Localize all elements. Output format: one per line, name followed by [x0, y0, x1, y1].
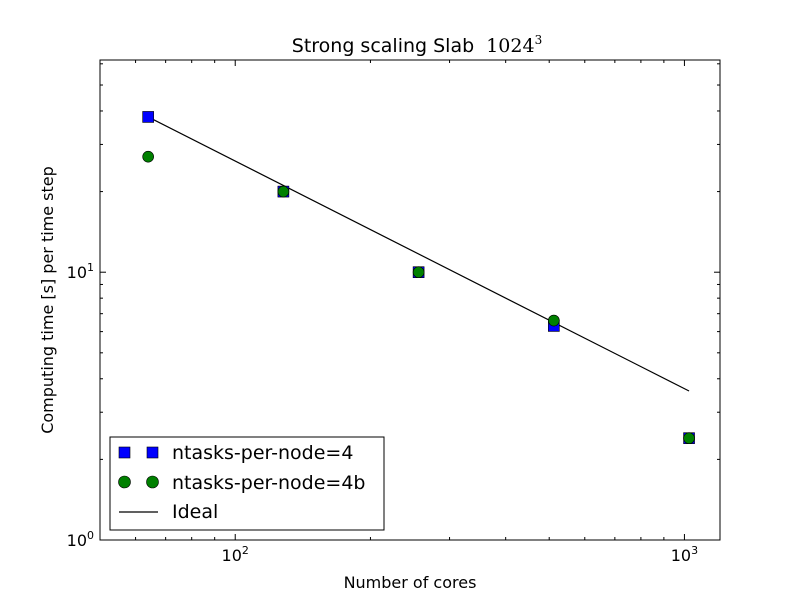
x-tick-label: 102 — [222, 544, 249, 565]
plot-frame — [99, 59, 721, 541]
data-point-circle — [548, 314, 560, 327]
y-tick-base: 10 — [67, 531, 87, 550]
x-tick-exp: 3 — [691, 544, 698, 557]
data-point-circle — [412, 266, 425, 279]
y-tick-label: 100 — [67, 529, 94, 550]
y-axis-label: Computing time [s] per time step — [38, 166, 57, 434]
x-tick-label: 103 — [671, 544, 698, 565]
x-tick-base: 10 — [222, 546, 242, 565]
legend-marker-circle — [118, 475, 131, 489]
series-layer — [142, 111, 695, 444]
legend-label-series-1: ntasks-per-node=4 — [172, 442, 353, 464]
x-axis-label: Number of cores — [344, 573, 477, 592]
y-tick-exp: 0 — [87, 529, 94, 542]
y-tick-exp: 1 — [87, 261, 94, 274]
legend-entry-series-1: ntasks-per-node=4 — [118, 442, 353, 464]
y-tick-base: 10 — [67, 263, 87, 282]
data-point-square — [142, 111, 154, 123]
legend-label-ideal: Ideal — [172, 501, 218, 523]
data-point-circle — [277, 185, 290, 198]
legend-entry-series-2: ntasks-per-node=4b — [118, 472, 365, 494]
legend: ntasks-per-node=4 ntasks-per-node=4b Ide… — [109, 436, 385, 531]
y-tick-label: 101 — [67, 261, 94, 282]
chart-title: Strong scaling Slab 10243 — [292, 33, 542, 57]
ideal-line — [147, 116, 690, 392]
data-point-circle — [142, 150, 154, 163]
legend-marker-square — [118, 446, 131, 459]
legend-marker-circle — [146, 475, 159, 489]
legend-label-series-2: ntasks-per-node=4b — [172, 472, 365, 494]
legend-entry-ideal: Ideal — [119, 501, 218, 523]
x-tick-base: 10 — [671, 546, 691, 565]
legend-marker-square — [146, 446, 159, 459]
x-tick-exp: 2 — [242, 544, 249, 557]
data-point-circle — [683, 432, 695, 444]
